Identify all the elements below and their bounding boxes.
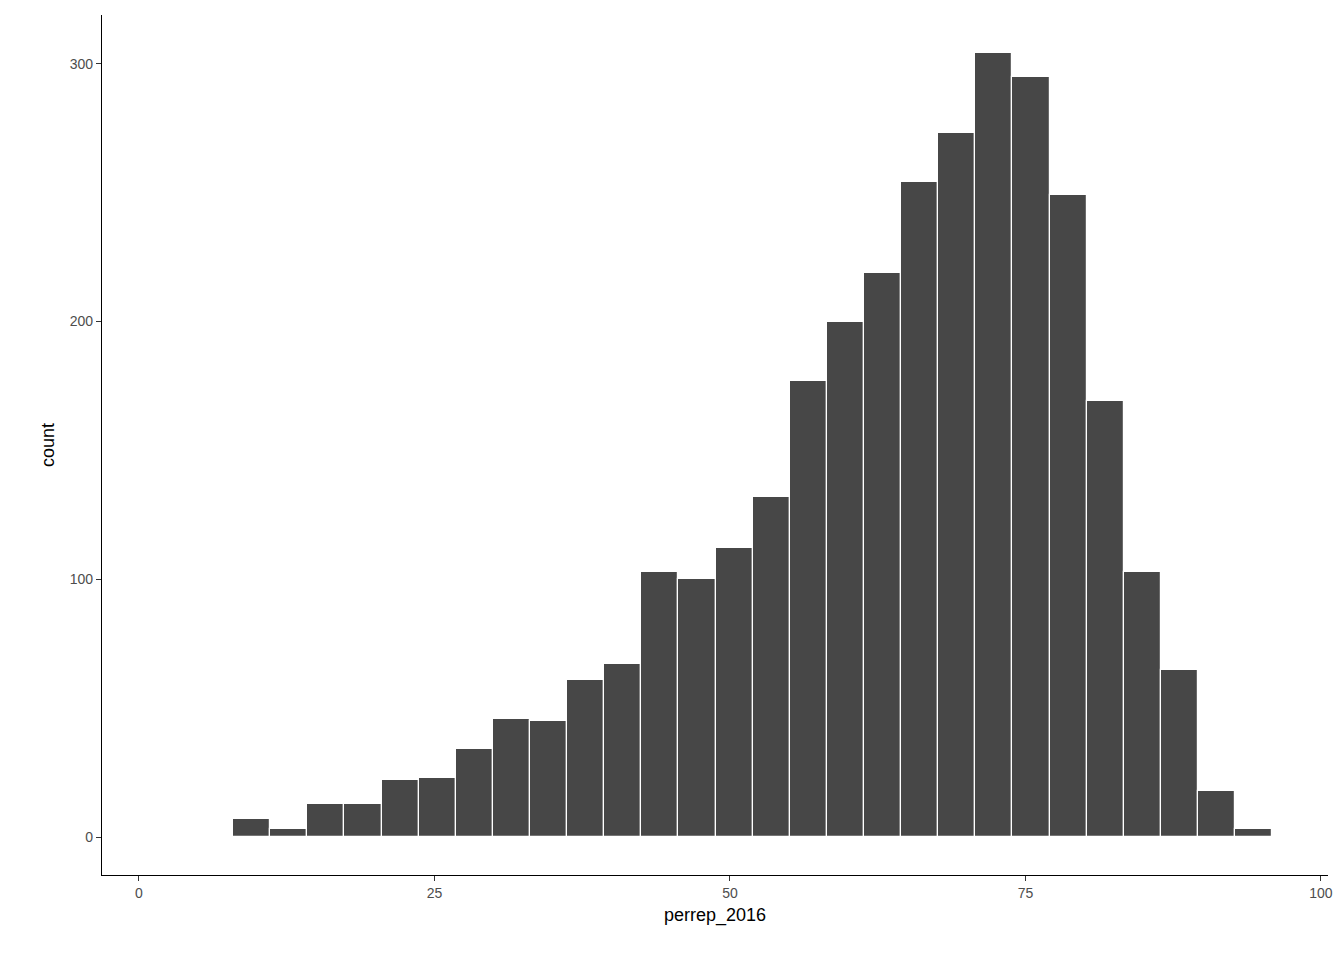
svg-text:perrep_2016: perrep_2016 <box>664 905 766 926</box>
svg-text:0: 0 <box>135 885 143 901</box>
svg-text:0: 0 <box>85 829 93 845</box>
svg-text:count: count <box>38 423 58 467</box>
svg-text:75: 75 <box>1018 885 1034 901</box>
svg-text:25: 25 <box>427 885 443 901</box>
svg-text:100: 100 <box>70 571 94 587</box>
svg-text:50: 50 <box>722 885 738 901</box>
svg-text:200: 200 <box>70 313 94 329</box>
svg-text:100: 100 <box>1309 885 1333 901</box>
svg-text:300: 300 <box>70 56 94 72</box>
